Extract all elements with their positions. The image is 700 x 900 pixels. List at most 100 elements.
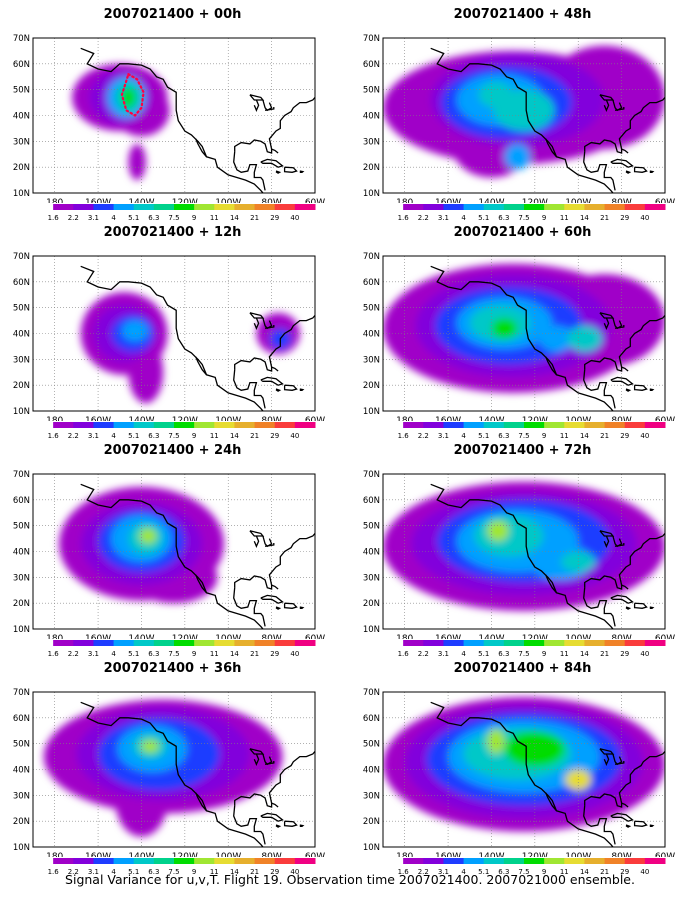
colorbar-segment <box>624 858 646 864</box>
lon-tick-label: 80W <box>261 416 281 421</box>
lat-tick-label: 10N <box>363 843 380 853</box>
colorbar-level-label: 3.1 <box>438 214 449 222</box>
lat-tick-label: 50N <box>363 522 380 532</box>
colorbar-segment <box>93 640 115 646</box>
colorbar-level-label: 3.1 <box>88 214 99 222</box>
variance-field <box>383 45 665 178</box>
colorbar-level-label: 21 <box>250 432 259 440</box>
colorbar-level-label: 4 <box>111 650 116 658</box>
variance-contour <box>139 528 157 544</box>
colorbar-segment <box>234 422 256 428</box>
lat-tick-label: 20N <box>363 381 380 391</box>
colorbar: 1.6 2.2 3.1 4 5.1 6.3 7.5 9 11 14 21 29 40 <box>33 422 316 440</box>
graticule <box>33 474 315 629</box>
colorbar-segment <box>194 640 215 646</box>
lon-tick-label: 60W <box>305 416 325 421</box>
colorbar-level-label: 2.2 <box>68 214 79 222</box>
colorbar-segment <box>423 640 444 646</box>
lat-tick-label: 40N <box>13 548 30 558</box>
lat-tick-label: 50N <box>13 740 30 750</box>
colorbar-segment <box>483 858 505 864</box>
panel-title: 2007021400 + 84h <box>453 661 592 676</box>
lat-tick-label: 10N <box>13 843 30 853</box>
colorbar: 1.6 2.2 3.1 4 5.1 6.3 7.5 9 11 14 21 29 40 <box>33 640 316 658</box>
colorbar-level-label: 9 <box>542 214 546 222</box>
panel-title: 2007021400 + 60h <box>453 225 592 240</box>
map-frame <box>32 473 316 630</box>
colorbar-segment <box>93 204 115 210</box>
colorbar-segment <box>624 640 646 646</box>
figure-caption: Signal Variance for u,v,T. Flight 19. Ob… <box>65 872 635 887</box>
colorbar-level-label: 5.1 <box>478 868 489 876</box>
lat-tick-label: 60N <box>13 278 30 288</box>
lon-tick-label: 140W <box>128 634 154 639</box>
colorbar-level-label: 1.6 <box>48 868 60 876</box>
graticule <box>383 256 665 411</box>
colorbar-level-label: 21 <box>600 214 609 222</box>
lat-tick-label: 50N <box>363 740 380 750</box>
colorbar-level-label: 1.6 <box>48 650 60 658</box>
lon-tick-label: 80W <box>611 852 631 857</box>
lon-tick-label: 80W <box>611 634 631 639</box>
lon-tick-label: 60W <box>655 198 675 203</box>
graticule <box>383 474 665 629</box>
colorbar-segment <box>33 858 54 864</box>
colorbar-segment <box>403 640 424 646</box>
colorbar-segment <box>73 204 94 210</box>
colorbar-level-label: 1.6 <box>398 868 410 876</box>
colorbar-level-label: 3.1 <box>438 650 449 658</box>
colorbar-level-label: 40 <box>640 868 649 876</box>
colorbar-segment <box>93 422 115 428</box>
colorbar-segment <box>503 422 525 428</box>
colorbar-segment <box>294 422 316 428</box>
colorbar-segment <box>524 640 545 646</box>
colorbar-segment <box>73 858 94 864</box>
colorbar-segment <box>463 640 485 646</box>
colorbar-segment <box>443 640 465 646</box>
lat-tick-label: 60N <box>363 496 380 506</box>
colorbar-segment <box>33 640 54 646</box>
colorbar-segment <box>274 204 296 210</box>
colorbar-level-label: 14 <box>580 214 589 222</box>
colorbar-segment <box>483 640 505 646</box>
lat-tick-label: 20N <box>13 163 30 173</box>
variance-contour <box>567 325 603 352</box>
map-frame <box>32 37 316 194</box>
lat-tick-label: 60N <box>13 714 30 724</box>
colorbar-level-label: 21 <box>250 868 259 876</box>
lat-tick-label: 70N <box>363 252 380 262</box>
map-panel-12h: 2007021400 + 12h 70N 60N 50N 40N 30N 20N 10N 180… <box>0 224 345 442</box>
colorbar-level-label: 11 <box>560 432 569 440</box>
colorbar-segment <box>174 858 195 864</box>
variance-contour <box>128 143 146 181</box>
colorbar-segment <box>584 640 606 646</box>
lat-tick-label: 20N <box>363 817 380 827</box>
colorbar-level-label: 9 <box>542 432 546 440</box>
colorbar-segment <box>604 422 626 428</box>
variance-map: 70N 60N 50N 40N 30N 20N 10N 180 160W 140W 120W 100W… <box>363 688 675 857</box>
map-frame <box>382 255 666 412</box>
colorbar-level-label: 4 <box>111 432 116 440</box>
colorbar-segment <box>403 204 424 210</box>
lon-tick-label: 80W <box>611 198 631 203</box>
lat-tick-label: 70N <box>363 34 380 44</box>
lon-tick-label: 120W <box>522 852 548 857</box>
colorbar-level-label: 40 <box>290 650 299 658</box>
lon-tick-label: 100W <box>565 416 591 421</box>
lat-tick-label: 40N <box>13 330 30 340</box>
lat-tick-label: 30N <box>13 573 30 583</box>
lon-tick-label: 100W <box>565 634 591 639</box>
lon-tick-label: 120W <box>522 634 548 639</box>
colorbar: 1.6 2.2 3.1 4 5.1 6.3 7.5 9 11 14 21 29 40 <box>383 204 666 222</box>
colorbar-segment <box>564 422 585 428</box>
lat-tick-label: 60N <box>363 714 380 724</box>
panel-title: 2007021400 + 24h <box>103 443 242 458</box>
colorbar-level-label: 11 <box>210 868 219 876</box>
lon-tick-label: 100W <box>215 634 241 639</box>
colorbar-segment <box>274 858 296 864</box>
lon-tick-label: 160W <box>435 634 461 639</box>
colorbar-segment <box>544 204 565 210</box>
colorbar-segment <box>524 204 545 210</box>
lon-tick-label: 180 <box>396 852 413 857</box>
colorbar-segment <box>383 858 404 864</box>
